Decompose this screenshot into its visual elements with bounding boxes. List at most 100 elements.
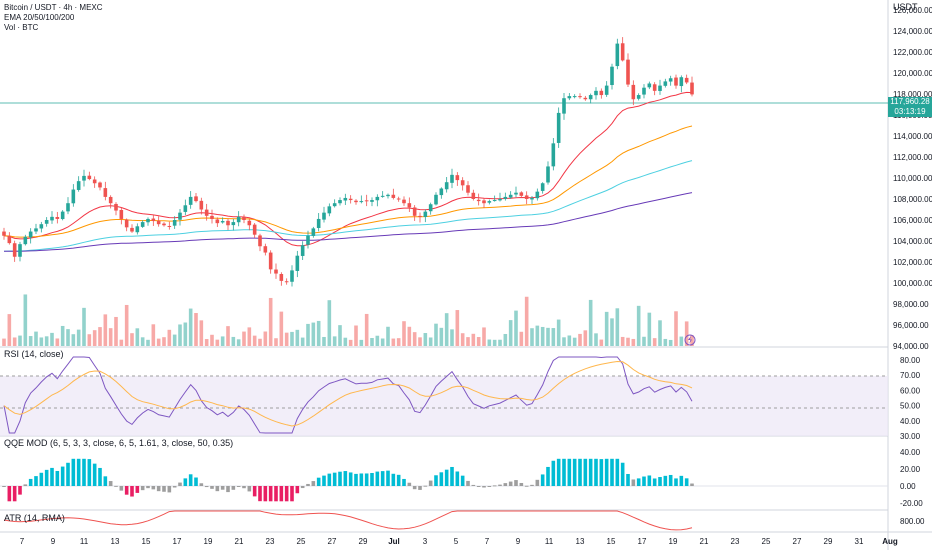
volume-bar: [386, 326, 390, 346]
rsi-tick-label: 70.00: [900, 371, 921, 380]
symbol-legend[interactable]: Bitcoin / USDT · 4h · MEXC: [4, 3, 103, 12]
candle-body: [460, 180, 465, 186]
volume-bar: [556, 319, 561, 346]
candle-body: [194, 196, 198, 202]
price-tick-label: 112,000.00: [893, 153, 932, 162]
atr-line: [3, 510, 693, 531]
qqe-bar: [290, 486, 294, 502]
qqe-bar: [514, 480, 518, 486]
time-tick-label: 23: [731, 537, 740, 546]
qqe-bar: [386, 470, 390, 486]
volume-bar: [316, 320, 321, 346]
volume-bar: [476, 337, 481, 346]
volume-bar: [631, 338, 636, 346]
price-tick-label: 118,000.00: [893, 90, 932, 99]
volume-bar: [636, 305, 641, 346]
qqe-bar: [34, 476, 38, 486]
candle-body: [594, 90, 598, 96]
volume-bar: [663, 338, 668, 346]
candle-body: [87, 175, 92, 180]
volume-bar: [167, 329, 172, 346]
qqe-bar: [220, 486, 225, 490]
ema-lines: [3, 91, 693, 252]
qqe-bar: [412, 486, 417, 490]
volume-bar: [178, 324, 182, 346]
candle-body: [535, 191, 540, 199]
qqe-bar: [204, 486, 209, 488]
volume-bar: [306, 323, 310, 346]
candle-body: [471, 192, 476, 199]
rsi-tick-label: 80.00: [900, 356, 921, 365]
volume-bar: [140, 337, 145, 346]
ema-legend[interactable]: EMA 20/50/100/200: [4, 13, 75, 22]
qqe-bar: [172, 486, 177, 488]
qqe-bar: [343, 471, 348, 486]
qqe-bar: [263, 486, 268, 502]
volume-bar: [50, 332, 54, 346]
time-axis[interactable]: 7 9 11 13 15 17 19 21 23 25 27 29 Jul 3 5 7 9 11 13 15 17 19 2…: [20, 537, 898, 546]
time-tick-label: 17: [638, 537, 647, 546]
qqe-bar: [76, 458, 81, 486]
bar-countdown: 03:13:19: [894, 107, 926, 116]
volume-bar: [514, 310, 518, 346]
candle-body: [34, 228, 38, 232]
volume-bar: [210, 334, 214, 346]
time-tick-label: 5: [454, 537, 459, 546]
candle-body: [124, 219, 129, 228]
volume-bar: [546, 327, 550, 346]
volume-bar: [562, 337, 566, 346]
qqe-bar: [375, 471, 380, 486]
volume-bar: [114, 316, 118, 346]
volume-bar: [124, 304, 129, 346]
volume-bar: [567, 335, 572, 346]
candle-body: [162, 223, 166, 226]
qqe-bar: [594, 458, 598, 486]
volume-bar: [652, 338, 657, 346]
qqe-bar: [487, 486, 492, 487]
candle-body: [167, 225, 172, 227]
qqe-title[interactable]: QQE MOD (6, 5, 3, 3, close, 6, 5, 1.61, …: [4, 438, 233, 448]
rsi-tick-label: 40.00: [900, 417, 921, 426]
qqe-bar: [119, 486, 124, 491]
qqe-bar: [642, 476, 646, 486]
candle-body: [476, 199, 481, 202]
qqe-bar: [135, 486, 140, 493]
volume-bar: [44, 336, 49, 346]
price-axis[interactable]: 126,000.00 124,000.00 122,000.00 120,000.00…: [893, 6, 932, 351]
candle-body: [114, 203, 118, 211]
volume-bar: [423, 333, 428, 346]
qqe-tick-label: 0.00: [900, 482, 916, 491]
volume-bar: [130, 333, 134, 346]
volume-bar: [391, 338, 396, 346]
time-tick-label: 9: [516, 537, 521, 546]
candle-body: [28, 231, 33, 238]
qqe-bar: [199, 483, 204, 486]
volume-bar: [290, 331, 294, 346]
volume-bar: [375, 335, 380, 346]
qqe-bar: [684, 478, 689, 486]
time-tick-label: 11: [545, 537, 554, 546]
volume-bar: [460, 333, 465, 346]
candlesticks: [2, 37, 694, 287]
price-tick-label: 126,000.00: [893, 6, 932, 15]
price-tick-label: 120,000.00: [893, 69, 932, 78]
qqe-bar: [60, 466, 65, 486]
qqe-bar: [450, 466, 454, 486]
qqe-bar: [114, 485, 118, 487]
candle-body: [551, 143, 556, 167]
volume-bar: [364, 313, 369, 346]
time-tick-label: 23: [266, 537, 275, 546]
qqe-bar: [354, 473, 358, 486]
candle-body: [12, 243, 17, 257]
candle-body: [652, 84, 657, 91]
volume-legend[interactable]: Vol · BTC: [4, 23, 39, 32]
candle-body: [450, 174, 454, 183]
price-tick-label: 104,000.00: [893, 237, 932, 246]
rsi-title[interactable]: RSI (14, close): [4, 349, 64, 359]
lightning-icon[interactable]: [684, 334, 696, 346]
atr-title[interactable]: ATR (14, RMA): [4, 513, 65, 523]
volume-bar: [188, 308, 193, 346]
candle-body: [492, 200, 497, 202]
qqe-bar: [556, 458, 561, 486]
